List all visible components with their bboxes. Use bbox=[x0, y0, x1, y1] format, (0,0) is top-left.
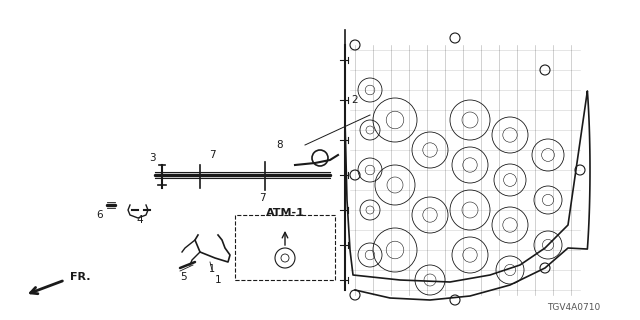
Text: 1: 1 bbox=[209, 264, 215, 274]
Text: 7: 7 bbox=[259, 193, 266, 203]
Bar bbox=[235, 215, 335, 280]
Text: ATM-1: ATM-1 bbox=[266, 208, 305, 218]
Text: 3: 3 bbox=[148, 153, 156, 163]
Text: 8: 8 bbox=[276, 140, 284, 150]
Text: FR.: FR. bbox=[70, 272, 90, 282]
Text: 5: 5 bbox=[180, 272, 186, 282]
Text: 2: 2 bbox=[352, 95, 358, 105]
Text: 1: 1 bbox=[214, 275, 221, 285]
Text: 4: 4 bbox=[137, 215, 143, 225]
Text: 7: 7 bbox=[209, 150, 215, 160]
Text: 6: 6 bbox=[97, 210, 103, 220]
Text: TGV4A0710: TGV4A0710 bbox=[547, 303, 600, 312]
